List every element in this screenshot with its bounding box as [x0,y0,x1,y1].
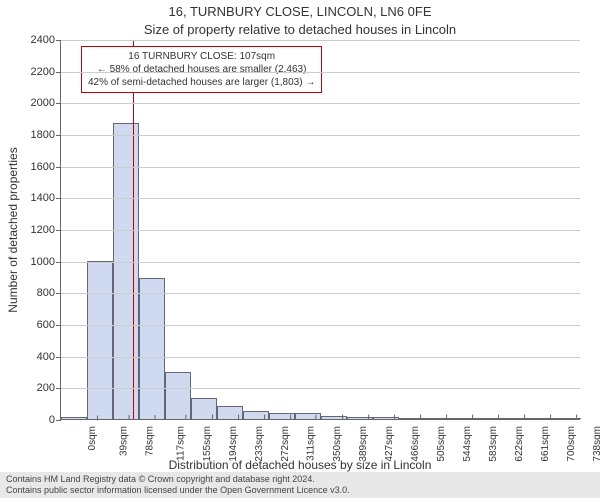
x-axis-label: Distribution of detached houses by size … [0,458,600,472]
x-tick-label: 661sqm [540,419,551,462]
grid-line [61,325,580,326]
grid-line [61,293,580,294]
x-tick-label: 583sqm [488,419,499,462]
info-line-2: ← 58% of detached houses are smaller (2,… [88,63,315,76]
info-line-1: 16 TURNBURY CLOSE: 107sqm [88,50,315,63]
y-axis-label: Number of detached properties [6,147,20,312]
histogram-bar [165,372,191,420]
info-line-3: 42% of semi-detached houses are larger (… [88,76,315,89]
grid-line [61,357,580,358]
y-tick-label: 0 [49,414,61,426]
chart-container: 16, TURNBURY CLOSE, LINCOLN, LN6 0FE Siz… [0,0,600,500]
x-tick-label: 389sqm [358,419,369,462]
histogram-bar [217,406,243,419]
x-tick-label: 350sqm [332,419,343,462]
grid-line [61,230,580,231]
chart-title-address: 16, TURNBURY CLOSE, LINCOLN, LN6 0FE [0,4,600,19]
y-tick-label: 2400 [31,34,61,46]
grid-line [61,262,580,263]
x-tick-label: 117sqm [175,419,186,461]
y-tick-label: 1200 [31,224,61,236]
x-tick-label: 622sqm [514,419,525,462]
y-tick-label: 1600 [31,161,61,173]
x-tick-label: 78sqm [145,419,156,456]
grid-line [61,135,580,136]
grid-line [61,103,580,104]
x-tick-label: 194sqm [228,419,239,462]
grid-line [61,198,580,199]
chart-title-desc: Size of property relative to detached ho… [0,22,600,37]
histogram-bar [191,398,217,419]
x-tick-label: 311sqm [305,419,316,461]
y-tick-label: 1800 [31,129,61,141]
y-tick-label: 800 [37,287,61,299]
x-tick-label: 505sqm [436,419,447,462]
plot-area: 16 TURNBURY CLOSE: 107sqm ← 58% of detac… [60,40,580,420]
x-tick-label: 738sqm [592,419,600,462]
y-tick-label: 1000 [31,256,61,268]
y-tick-label: 600 [37,319,61,331]
histogram-bar [139,278,165,419]
footer-line-1: Contains HM Land Registry data © Crown c… [6,474,594,485]
y-tick-label: 400 [37,351,61,363]
y-tick-label: 2200 [31,66,61,78]
grid-line [61,388,580,389]
chart-footer: Contains HM Land Registry data © Crown c… [0,472,600,498]
x-tick-label: 39sqm [119,419,130,456]
histogram-bar [61,417,87,419]
y-tick-label: 200 [37,382,61,394]
x-tick-label: 466sqm [410,419,421,462]
histogram-bar [87,261,113,419]
histogram-bar [243,411,269,419]
x-tick-label: 0sqm [87,419,98,450]
marker-info-box: 16 TURNBURY CLOSE: 107sqm ← 58% of detac… [81,46,322,93]
x-tick-label: 233sqm [254,419,265,462]
x-tick-label: 155sqm [202,419,213,462]
grid-line [61,40,580,41]
y-tick-label: 1400 [31,192,61,204]
footer-line-2: Contains public sector information licen… [6,485,594,496]
x-tick-label: 272sqm [280,419,291,462]
x-tick-label: 427sqm [384,419,395,462]
x-tick-label: 544sqm [462,419,473,462]
grid-line [61,72,580,73]
grid-line [61,167,580,168]
x-tick-label: 700sqm [566,419,577,462]
y-tick-label: 2000 [31,97,61,109]
